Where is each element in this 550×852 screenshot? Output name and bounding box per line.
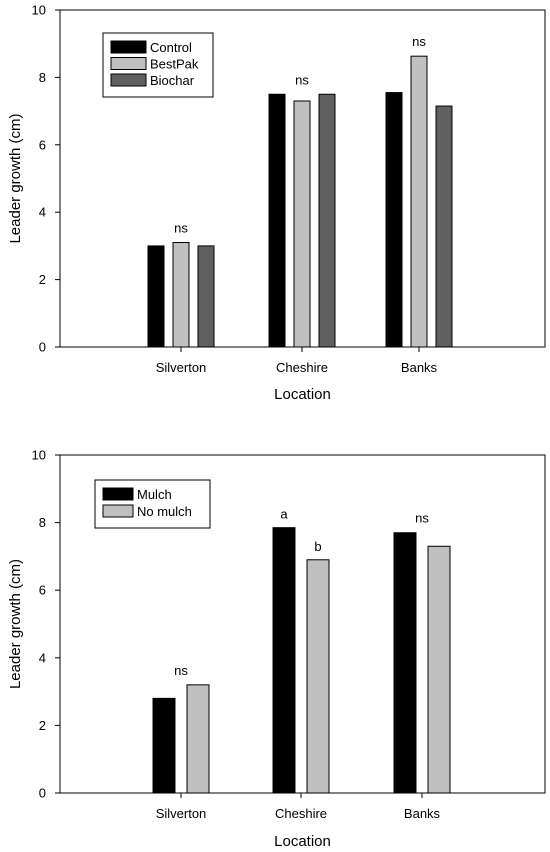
y-tick-label: 0: [39, 340, 46, 355]
significance-label: ns: [415, 511, 429, 526]
legend-label-biochar: Biochar: [150, 73, 195, 88]
bar-biochar-banks: [435, 105, 453, 348]
y-tick-label: 8: [39, 515, 46, 530]
bar-mulch-cheshire: [272, 527, 296, 794]
y-tick-label: 2: [39, 272, 46, 287]
bar-control-cheshire: [268, 93, 286, 348]
x-tick-label: Cheshire: [276, 360, 328, 375]
y-tick-label: 0: [39, 786, 46, 801]
x-axis-label: Location: [274, 386, 331, 403]
legend-swatch-mulch: [102, 487, 134, 501]
bar-bestpak-banks: [410, 55, 428, 348]
y-axis-label: Leader growth (cm): [7, 559, 24, 689]
y-tick-label: 4: [39, 205, 46, 220]
y-tick-label: 6: [39, 137, 46, 152]
legend-swatch-control: [110, 40, 147, 54]
significance-label: a: [280, 507, 288, 522]
significance-label: ns: [295, 72, 309, 87]
bar-biochar-cheshire: [318, 93, 336, 348]
bar-no-mulch-cheshire: [306, 559, 330, 794]
bar-no-mulch-banks: [427, 545, 451, 794]
y-tick-label: 4: [39, 650, 46, 665]
legend-swatch-no-mulch: [102, 504, 134, 518]
legend-swatch-bestpak: [110, 57, 147, 70]
x-tick-label: Banks: [401, 360, 438, 375]
x-tick-label: Banks: [404, 806, 441, 821]
bar-mulch-banks: [393, 532, 417, 794]
bar-control-silverton: [147, 245, 165, 348]
significance-label: ns: [174, 221, 188, 236]
legend-label-mulch: Mulch: [137, 487, 172, 502]
y-tick-label: 6: [39, 583, 46, 598]
plot-frame: [59, 454, 546, 794]
significance-label: ns: [174, 663, 188, 678]
y-tick-label: 10: [32, 3, 46, 18]
x-tick-label: Cheshire: [275, 806, 327, 821]
significance-label: ns: [412, 34, 426, 49]
bar-mulch-silverton: [152, 697, 176, 794]
chart-mulch-no-mulch: 0 2 4 6 8 10 Silverton Cheshire Banks ns a b ns Locat…: [7, 448, 546, 850]
legend-label-control: Control: [150, 40, 192, 55]
y-tick-label: 8: [39, 70, 46, 85]
x-tick-label: Silverton: [156, 806, 207, 821]
legend-label-no-mulch: No mulch: [137, 504, 192, 519]
bar-no-mulch-silverton: [186, 684, 210, 794]
bar-biochar-silverton: [197, 245, 215, 348]
y-tick-label: 10: [32, 448, 46, 463]
y-tick-label: 2: [39, 718, 46, 733]
y-axis-label: Leader growth (cm): [7, 113, 24, 243]
legend-label-bestpak: BestPak: [150, 57, 199, 72]
bar-control-banks: [385, 92, 403, 348]
x-axis-label: Location: [274, 833, 331, 850]
significance-label: b: [314, 539, 321, 554]
legend-swatch-biochar: [110, 73, 147, 87]
bar-bestpak-cheshire: [293, 100, 311, 348]
bar-bestpak-silverton: [172, 242, 190, 348]
x-tick-label: Silverton: [156, 360, 207, 375]
chart-control-bestpak-biochar: 0 2 4 6 8 10 Silverton Cheshire Banks ns ns ns Locat…: [7, 3, 546, 403]
